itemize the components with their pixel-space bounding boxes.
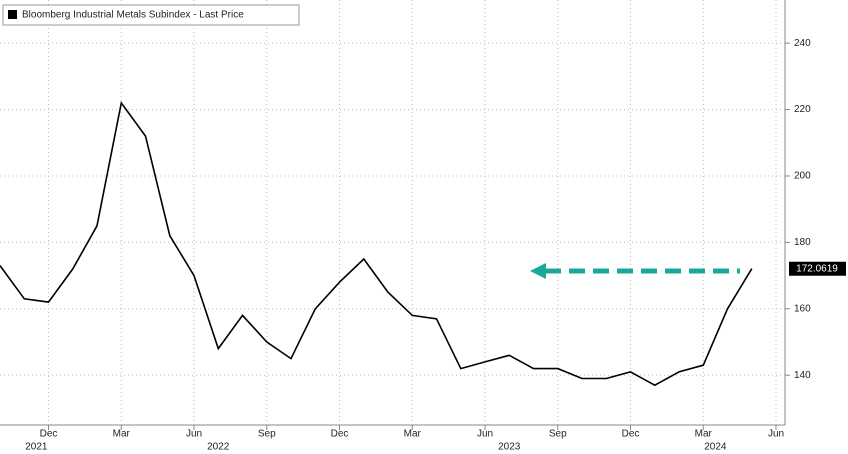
last-price-label: 172.0619 (796, 263, 838, 274)
annotation-arrow (530, 263, 740, 279)
last-price-tag (789, 261, 846, 276)
x-tick-label: Dec (331, 429, 349, 440)
x-tick-label: Sep (549, 429, 567, 440)
y-tick-label: 180 (794, 237, 811, 248)
x-tick-label: Jun (768, 429, 784, 440)
line-series (0, 100, 753, 387)
legend-swatch (8, 10, 17, 19)
x-tick-label: Jun (186, 429, 202, 440)
x-tick-label: Sep (258, 429, 276, 440)
x-tick-label: Mar (404, 429, 422, 440)
year-label: 2022 (207, 442, 230, 453)
x-tick-label: Jun (477, 429, 493, 440)
x-tick-label: Mar (695, 429, 713, 440)
x-tick-label: Dec (40, 429, 58, 440)
y-tick-label: 220 (794, 104, 811, 115)
year-label: 2023 (498, 442, 521, 453)
x-tick-label: Mar (113, 429, 131, 440)
y-tick-label: 160 (794, 303, 811, 314)
y-tick-label: 200 (794, 171, 811, 182)
legend-label: Bloomberg Industrial Metals Subindex - L… (22, 10, 244, 21)
legend-box (2, 4, 300, 26)
x-tick-label: Dec (622, 429, 640, 440)
arrow-head (530, 263, 546, 279)
y-tick-label: 240 (794, 38, 811, 49)
year-label: 2021 (25, 442, 48, 453)
y-tick-label: 140 (794, 370, 811, 381)
year-label: 2024 (704, 442, 727, 453)
